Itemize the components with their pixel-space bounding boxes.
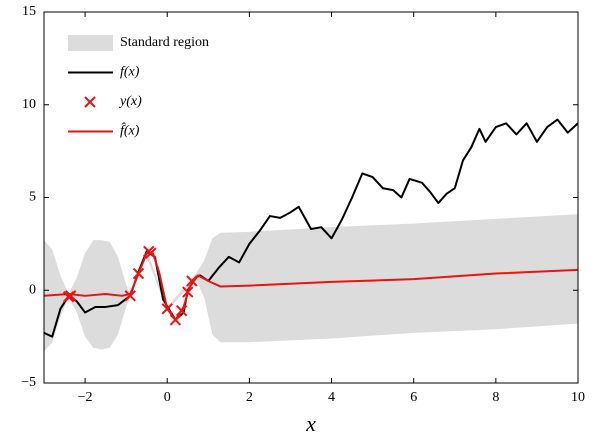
legend-swatch [68,35,113,51]
legend-label: Standard region [120,35,209,50]
y-tick-label: 10 [22,97,36,112]
x-tick-label: 4 [328,390,335,405]
marker [64,290,77,302]
y-tick-label: 15 [22,4,36,19]
legend-label: f(x) [120,65,140,80]
y-tick-label: 5 [29,190,36,205]
x-tick-label: 0 [164,390,171,405]
x-axis-label: x [305,411,316,436]
legend-swatch [84,96,96,108]
marker [124,290,136,302]
x-tick-label: 6 [410,390,417,405]
line [44,252,578,321]
x-tick-label: 2 [246,390,253,405]
legend-label: y(x) [118,94,142,109]
y-tick-label: 0 [29,282,36,297]
plot-area [44,118,578,352]
x-tick-label: 10 [571,390,585,405]
y-tick-label: −5 [21,375,36,390]
x-tick-label: −2 [78,390,93,405]
legend-label: f̂(x) [120,122,140,139]
x-tick-label: 8 [492,390,499,405]
